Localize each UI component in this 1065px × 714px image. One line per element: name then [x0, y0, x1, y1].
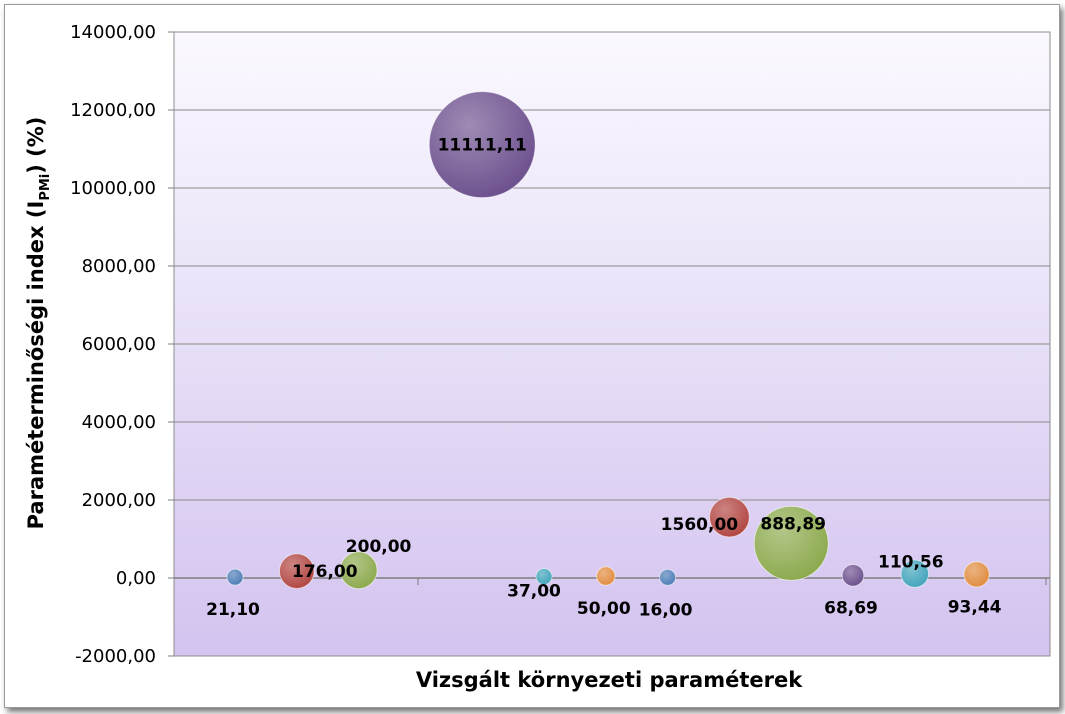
data-labels: 21,10 176,00 200,00 11111,11 37,00 50,00 16,00…	[206, 136, 1002, 621]
bubble-shine	[596, 566, 616, 586]
x-axis-title: Vizsgált környezeti paraméterek	[416, 668, 803, 692]
data-label: 37,00	[507, 582, 561, 602]
bubble-shine	[227, 569, 243, 586]
y-axis-title-sub: PMi	[38, 174, 53, 201]
bubble-shine	[709, 497, 750, 538]
bubble-chart: -2000,00 0,00 2000,00 4000,00 6000,00 8000,00…	[24, 22, 1051, 692]
data-label: 93,44	[948, 597, 1002, 617]
data-label: 21,10	[206, 600, 260, 620]
data-label: 110,56	[878, 553, 944, 573]
y-axis-title-end: ) (%)	[24, 117, 48, 174]
data-label: 16,00	[639, 600, 693, 620]
bubble-shine	[279, 553, 315, 589]
data-label: 50,00	[577, 599, 631, 619]
bubble-shine	[536, 568, 552, 585]
bubble-shine	[754, 506, 829, 581]
y-tick-label: 6000,00	[82, 334, 156, 355]
y-tick-label: 0,00	[116, 568, 156, 589]
bubble-shine	[429, 91, 536, 198]
y-tick-label: 2000,00	[82, 490, 156, 511]
y-tick-label: -2000,00	[75, 646, 156, 667]
data-label: 888,89	[760, 514, 826, 534]
data-label: 68,69	[824, 598, 878, 618]
y-tick-label: 8000,00	[82, 256, 156, 277]
y-tick-label: 12000,00	[70, 100, 156, 121]
y-axis-ticks: -2000,00 0,00 2000,00 4000,00 6000,00 8000,00…	[70, 22, 174, 667]
bubble-shine	[963, 561, 990, 587]
data-label: 1560,00	[661, 515, 739, 535]
bubble-shine	[340, 551, 378, 589]
data-label: 11111,11	[438, 136, 527, 156]
y-tick-label: 4000,00	[82, 412, 156, 433]
bubble-shine	[659, 569, 676, 586]
bubble-shine	[901, 559, 929, 588]
y-axis-title: Paraméterminőségi index (IPMi) (%)	[24, 117, 53, 530]
chart-frame: -2000,00 0,00 2000,00 4000,00 6000,00 8000,00…	[4, 4, 1060, 708]
gridlines	[174, 109, 1050, 501]
data-label: 200,00	[346, 537, 412, 557]
data-label: 176,00	[292, 562, 358, 582]
y-tick-label: 10000,00	[70, 178, 156, 199]
y-tick-label: 14000,00	[70, 22, 156, 43]
y-axis-title-main: Paraméterminőségi index (I	[24, 201, 48, 530]
bubbles	[226, 91, 990, 590]
bubble-shine	[842, 564, 864, 587]
